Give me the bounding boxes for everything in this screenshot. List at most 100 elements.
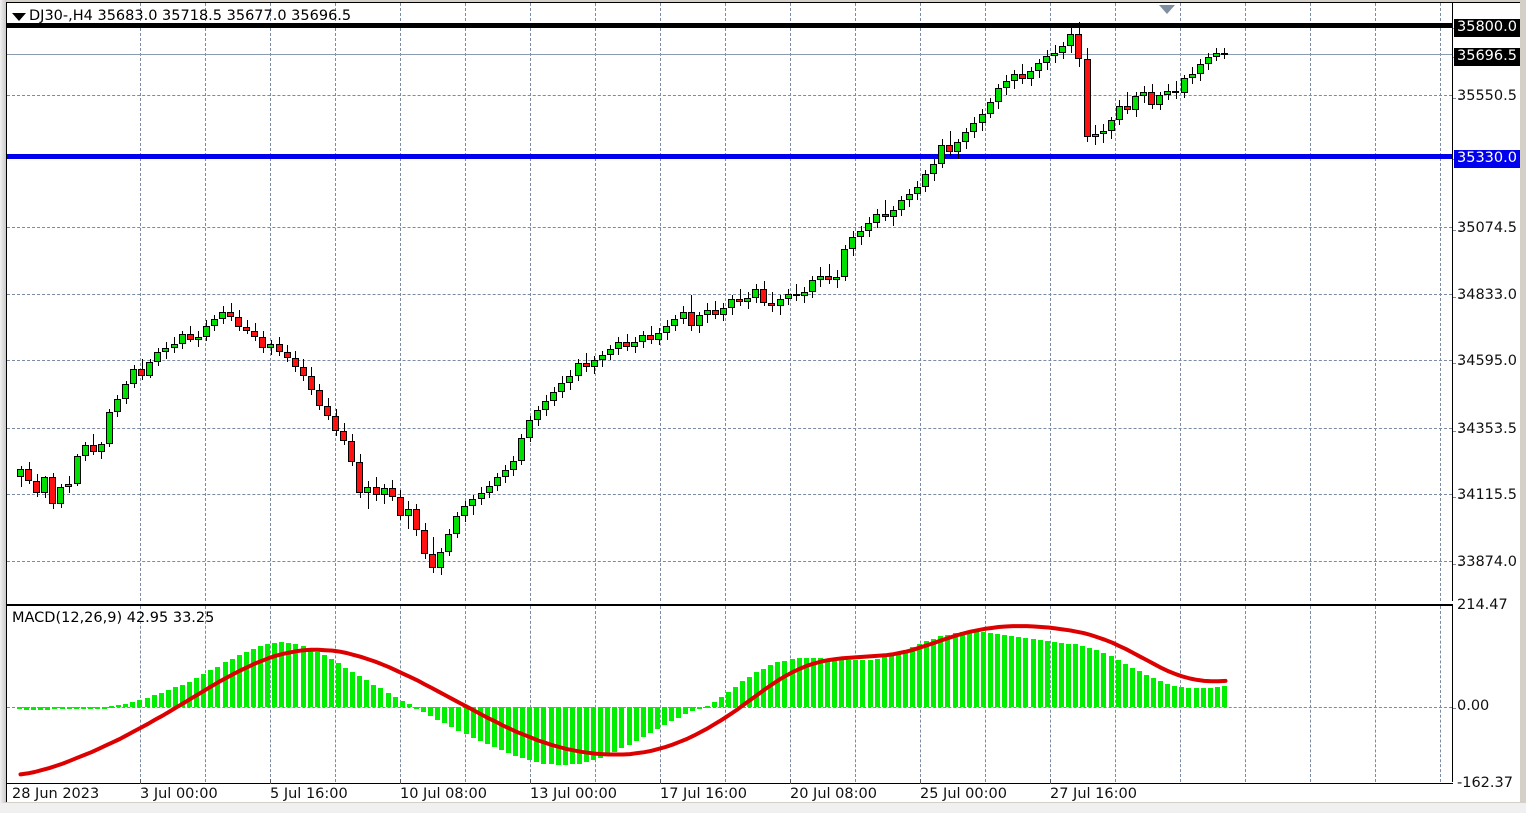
- vertical-gridline: [595, 606, 596, 782]
- candlestick: [356, 461, 364, 493]
- time-axis-tick-label: 25 Jul 00:00: [920, 786, 1007, 802]
- time-axis[interactable]: 28 Jun 2023 3 Jul 00:00 5 Jul 16:00 10 Jul …: [7, 779, 1453, 802]
- macd-histogram-bar: [549, 707, 554, 765]
- macd-histogram-bar: [293, 644, 298, 708]
- macd-histogram-bar: [45, 707, 50, 710]
- macd-histogram-bar: [1222, 686, 1227, 708]
- macd-histogram-bar: [393, 696, 398, 708]
- candle-wick: [796, 283, 797, 301]
- resistance-line[interactable]: [7, 23, 1452, 29]
- candlestick: [800, 292, 808, 297]
- macd-histogram-bar: [563, 707, 568, 765]
- macd-histogram-bar: [223, 662, 228, 708]
- candlestick: [994, 87, 1002, 102]
- candlestick: [1083, 58, 1091, 137]
- macd-histogram-bar: [775, 662, 780, 708]
- candlestick: [857, 231, 865, 237]
- candlestick: [897, 200, 905, 211]
- vertical-gridline: [855, 3, 856, 601]
- price-axis[interactable]: 35800.0 35696.5 35550.5 35330.0 35074.5 34833…: [1453, 3, 1520, 802]
- candlestick: [251, 331, 259, 337]
- macd-histogram-bar: [1038, 639, 1043, 708]
- macd-histogram-bar: [917, 644, 922, 708]
- candlestick: [259, 336, 267, 348]
- macd-histogram-bar: [116, 704, 121, 708]
- bottom-status-strip: [0, 803, 1526, 813]
- macd-histogram-bar: [719, 696, 724, 708]
- support-line[interactable]: [7, 153, 1452, 159]
- candlestick: [1156, 94, 1164, 105]
- price-axis-tick-label: 34353.5: [1457, 420, 1517, 437]
- time-axis-tick-label: 10 Jul 08:00: [400, 786, 487, 802]
- candlestick: [227, 311, 235, 318]
- candlestick: [453, 516, 461, 535]
- macd-histogram-bar: [782, 660, 787, 708]
- candlestick: [1148, 92, 1156, 105]
- macd-histogram-bar: [1144, 675, 1149, 708]
- macd-histogram-bar: [456, 707, 461, 731]
- candlestick: [178, 333, 186, 344]
- macd-histogram-bar: [60, 707, 65, 710]
- macd-indicator-pane[interactable]: MACD(12,26,9) 42.95 33.25: [7, 604, 1453, 782]
- vertical-gridline: [595, 3, 596, 601]
- candlestick: [105, 411, 113, 444]
- triangle-down-icon[interactable]: [12, 13, 26, 21]
- macd-histogram-bar: [924, 641, 929, 708]
- macd-histogram-bar: [343, 667, 348, 708]
- candlestick: [1107, 119, 1115, 131]
- candlestick: [655, 332, 663, 340]
- macd-histogram-bar: [322, 655, 327, 708]
- candlestick: [542, 400, 550, 411]
- macd-histogram-bar: [627, 707, 632, 745]
- time-axis-notch: [140, 779, 141, 784]
- candlestick: [517, 438, 525, 461]
- candlestick: [122, 384, 130, 400]
- macd-histogram-bar: [258, 645, 263, 708]
- candlestick: [186, 333, 194, 340]
- macd-axis-tick-label: -162.37: [1457, 775, 1513, 791]
- price-axis-tick-label: 35330.0: [1454, 149, 1520, 168]
- price-axis-tick-label: 33874.0: [1457, 553, 1517, 570]
- candlestick: [841, 249, 849, 277]
- candle-wick: [885, 200, 886, 222]
- macd-histogram-bar: [478, 707, 483, 741]
- price-chart-pane[interactable]: DJ30-,H4 35683.0 35718.5 35677.0 35696.5: [7, 3, 1453, 601]
- macd-histogram-bar: [556, 707, 561, 765]
- candlestick: [574, 363, 582, 376]
- candlestick: [1002, 80, 1010, 88]
- vertical-gridline: [660, 3, 661, 601]
- vertical-gridline: [1115, 3, 1116, 601]
- candlestick: [388, 488, 396, 497]
- macd-histogram-bar: [605, 707, 610, 755]
- candlestick: [1212, 53, 1220, 58]
- price-axis-tick-label: 34595.0: [1457, 353, 1517, 370]
- macd-histogram-bar: [1094, 650, 1099, 708]
- horizontal-gridline: [7, 493, 1452, 495]
- macd-histogram-bar: [825, 658, 830, 708]
- candlestick: [776, 299, 784, 307]
- candlestick: [170, 343, 178, 348]
- left-scroll-strip[interactable]: [0, 0, 6, 813]
- macd-histogram-bar: [265, 644, 270, 708]
- candlestick: [477, 492, 485, 500]
- current-price-line[interactable]: [7, 54, 1452, 56]
- candlestick: [291, 357, 299, 368]
- candlestick: [1220, 53, 1228, 56]
- candlestick: [33, 481, 41, 493]
- vertical-gridline: [1375, 3, 1376, 601]
- candlestick: [283, 352, 291, 358]
- macd-signal-line: [18, 624, 1228, 777]
- macd-histogram-bar: [145, 697, 150, 708]
- macd-histogram-bar: [634, 707, 639, 741]
- macd-histogram-bar: [683, 707, 688, 714]
- macd-histogram-bar: [130, 701, 135, 708]
- candlestick: [687, 311, 695, 326]
- macd-histogram-bar: [492, 707, 497, 748]
- candlestick: [679, 311, 687, 319]
- macd-histogram-bar: [619, 707, 624, 749]
- horizontal-gridline: [7, 560, 1452, 562]
- macd-histogram-bar: [286, 642, 291, 708]
- candlestick: [97, 443, 105, 453]
- macd-histogram-bar: [1137, 671, 1142, 708]
